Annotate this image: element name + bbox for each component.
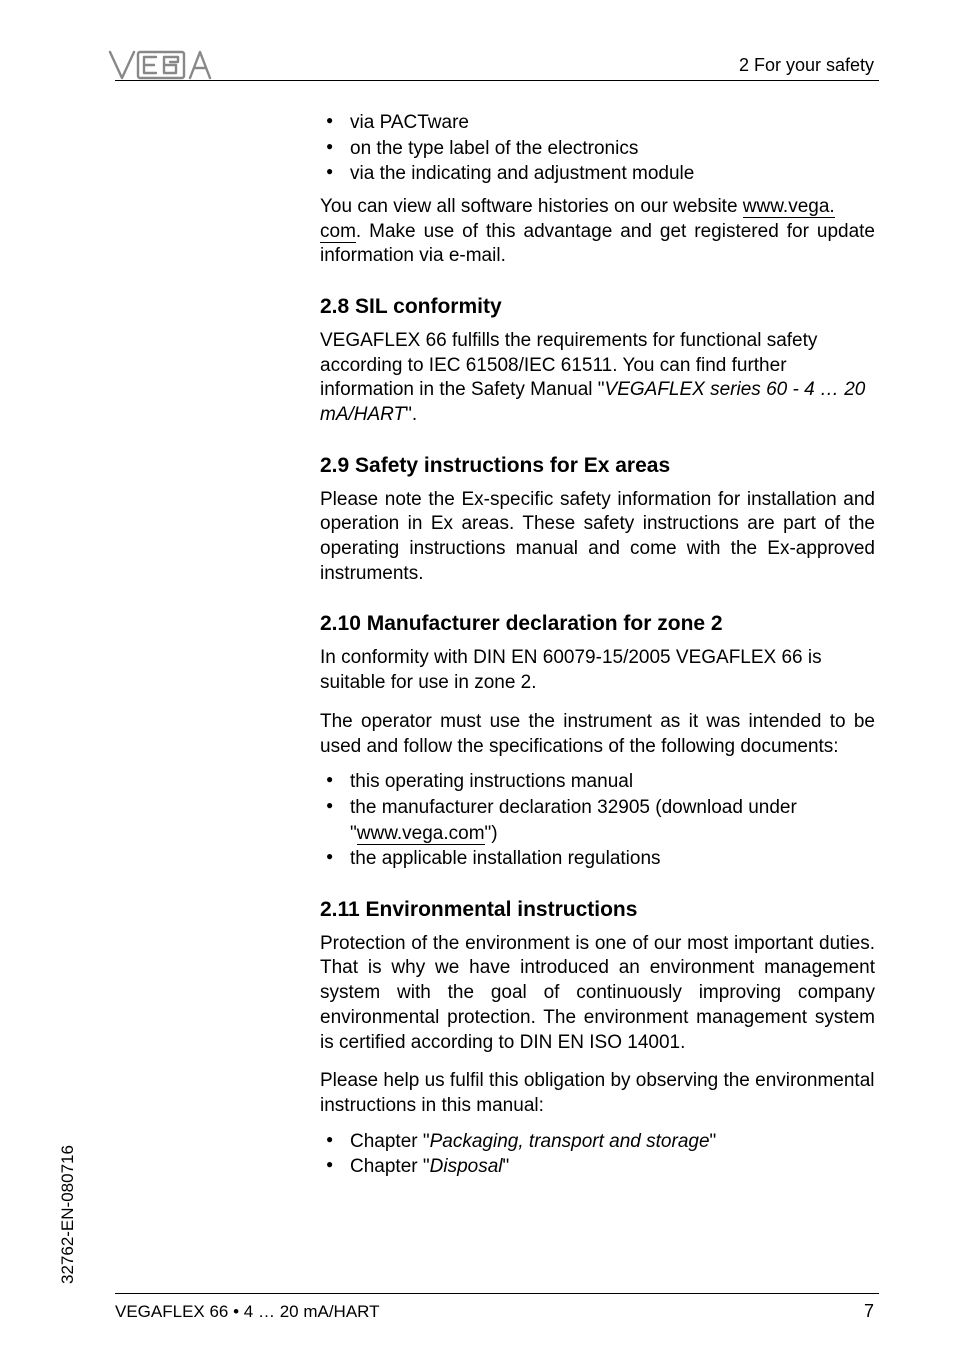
text: ") bbox=[485, 823, 498, 844]
section-2-10-para1: In conformity with DIN EN 60079-15/2005 … bbox=[320, 646, 875, 695]
text: You can view all software histories on o… bbox=[320, 196, 743, 217]
text: . Make use of this advantage and get reg… bbox=[320, 221, 875, 267]
list-item: via PACTware bbox=[350, 110, 875, 136]
website-link[interactable]: com bbox=[320, 221, 356, 243]
page-number: 7 bbox=[864, 1301, 874, 1322]
section-2-9-para: Please note the Ex-specific safety infor… bbox=[320, 488, 875, 587]
list-item: Chapter "Disposal" bbox=[350, 1154, 875, 1180]
chapter-title: Disposal bbox=[430, 1156, 503, 1177]
section-2-8-para: VEGAFLEX 66 fulfills the requirements fo… bbox=[320, 329, 875, 428]
list-item: on the type label of the electronics bbox=[350, 136, 875, 162]
list-item: via the indicating and adjustment module bbox=[350, 161, 875, 187]
section-2-10-list: this operating instructions manual the m… bbox=[320, 769, 875, 872]
list-item: the manufacturer declaration 32905 (down… bbox=[350, 795, 875, 846]
header-section-label: 2 For your safety bbox=[739, 55, 874, 76]
vega-logo bbox=[108, 48, 218, 82]
top-bullet-list: via PACTware on the type label of the el… bbox=[320, 110, 875, 187]
section-2-9-title: 2.9 Safety instructions for Ex areas bbox=[320, 454, 875, 478]
website-link[interactable]: www.vega.com bbox=[357, 823, 485, 845]
footer-product: VEGAFLEX 66 • 4 … 20 mA/HART bbox=[115, 1302, 380, 1322]
header-rule bbox=[115, 80, 879, 81]
section-2-11-para2: Please help us fulfil this obligation by… bbox=[320, 1069, 875, 1118]
section-2-11-title: 2.11 Environmental instructions bbox=[320, 898, 875, 922]
section-2-10-para2: The operator must use the instrument as … bbox=[320, 710, 875, 759]
list-item: the applicable installation regulations bbox=[350, 846, 875, 872]
text: ". bbox=[405, 404, 417, 425]
section-2-10-title: 2.10 Manufacturer declaration for zone 2 bbox=[320, 612, 875, 636]
text: Chapter " bbox=[350, 1131, 430, 1152]
footer-rule bbox=[115, 1293, 879, 1294]
chapter-title: Packaging, transport and storage bbox=[430, 1131, 710, 1152]
section-2-11-para1: Protection of the environment is one of … bbox=[320, 932, 875, 1055]
list-item: this operating instructions manual bbox=[350, 769, 875, 795]
text: Chapter " bbox=[350, 1156, 430, 1177]
software-history-para: You can view all software histories on o… bbox=[320, 195, 875, 269]
document-code: 32762-EN-080716 bbox=[58, 1145, 78, 1284]
section-2-11-list: Chapter "Packaging, transport and storag… bbox=[320, 1129, 875, 1180]
section-2-8-title: 2.8 SIL conformity bbox=[320, 295, 875, 319]
text: " bbox=[710, 1131, 717, 1152]
list-item: Chapter "Packaging, transport and storag… bbox=[350, 1129, 875, 1155]
main-content: via PACTware on the type label of the el… bbox=[320, 110, 875, 1180]
page: 2 For your safety via PACTware on the ty… bbox=[0, 0, 954, 1354]
website-link[interactable]: www.vega. bbox=[743, 196, 835, 218]
text: " bbox=[503, 1156, 510, 1177]
